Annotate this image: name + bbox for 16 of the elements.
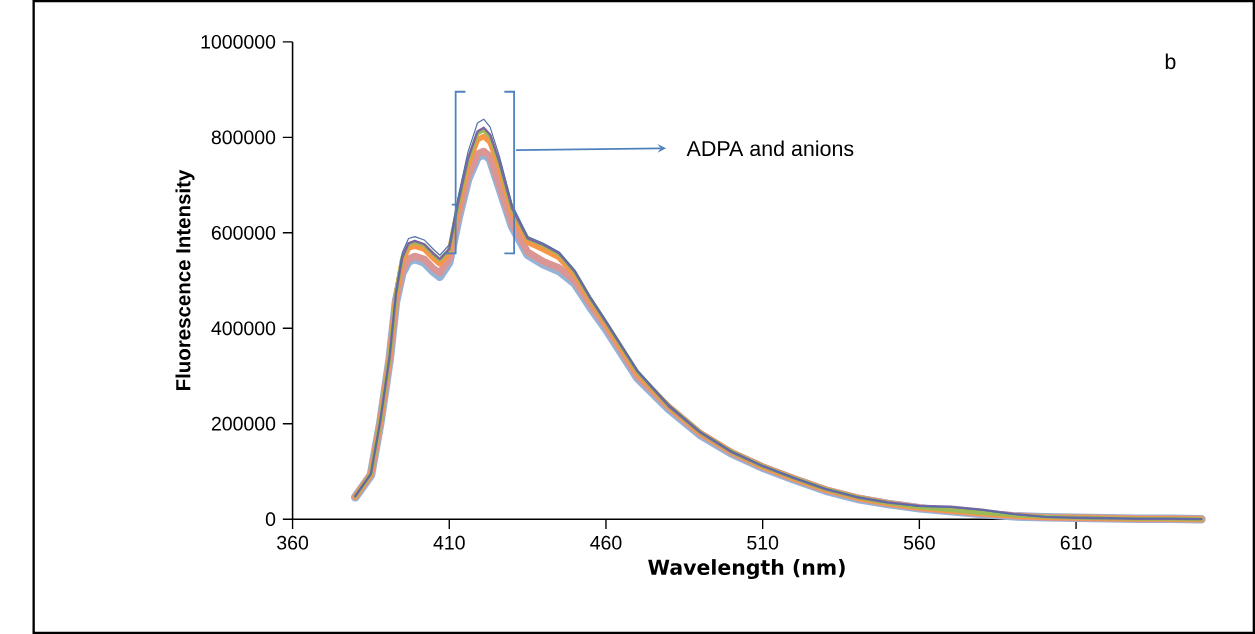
x-tick-label: 460 <box>590 535 622 550</box>
y-tick-label: 600000 <box>211 225 276 240</box>
annotation: b <box>1165 53 1176 70</box>
x-tick-label: 560 <box>903 535 935 550</box>
y-tick-label: 200000 <box>211 416 276 431</box>
x-axis-title: Wavelength (nm) <box>648 559 845 579</box>
x-tick-label: 610 <box>1060 535 1092 550</box>
y-tick-label: 800000 <box>211 130 276 145</box>
x-tick-label: 360 <box>277 535 309 550</box>
y-tick-label: 400000 <box>211 321 276 336</box>
y-tick-label: 1000000 <box>201 34 276 49</box>
x-tick-label: 510 <box>747 535 779 550</box>
x-tick-label: 410 <box>433 535 465 550</box>
annotation: ADPA and anions <box>686 140 854 157</box>
y-axis-title: Fluorescence Intensity <box>175 169 195 390</box>
y-tick-label: 0 <box>265 512 276 527</box>
